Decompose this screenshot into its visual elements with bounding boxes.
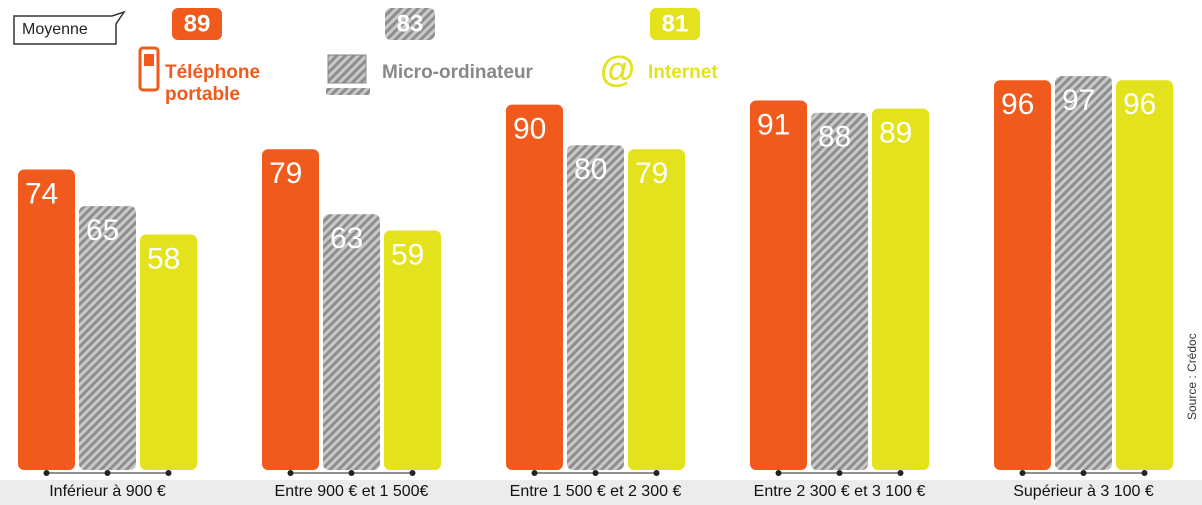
average-badge: [385, 8, 435, 40]
bar-value: 89: [879, 117, 912, 150]
bar: [262, 149, 319, 470]
computer-icon: [326, 54, 370, 95]
bar-value: 58: [147, 242, 180, 275]
bar-value: 96: [1123, 88, 1156, 121]
category-label: Entre 900 € et 1 500€: [275, 483, 429, 500]
bar-value: 97: [1062, 84, 1095, 117]
bar-value: 63: [330, 222, 363, 255]
phone-icon: [138, 46, 160, 92]
bar-value: 79: [635, 157, 668, 190]
bar: [79, 206, 136, 470]
bar-value: 90: [513, 113, 546, 146]
bar-value: 74: [25, 177, 58, 210]
legend-name: Micro-ordinateur: [382, 62, 533, 83]
average-label: Moyenne: [22, 21, 88, 38]
bar-value: 59: [391, 238, 424, 271]
category-label: Supérieur à 3 100 €: [1013, 483, 1154, 500]
bar: [140, 234, 197, 470]
average-value: 83: [397, 10, 424, 37]
average-badge: [172, 8, 222, 40]
bar: [750, 100, 807, 470]
bar-value: 91: [757, 108, 790, 141]
bar: [628, 149, 685, 470]
category-label: Inférieur à 900 €: [49, 483, 166, 500]
legend-name: Internet: [648, 62, 718, 83]
at-icon: @: [600, 49, 635, 90]
bar-value: 80: [574, 153, 607, 186]
bar-value: 65: [86, 214, 119, 247]
footer-band: [0, 480, 1202, 505]
source: Source : Crédoc: [1185, 333, 1199, 420]
bar-value: 79: [269, 157, 302, 190]
bar-value: 88: [818, 121, 851, 154]
bar-value: 96: [1001, 88, 1034, 121]
average-value: 89: [184, 10, 211, 37]
bar: [1116, 80, 1173, 471]
legend-name: Téléphone portable: [165, 62, 261, 105]
bar: [1055, 76, 1112, 471]
bar: [872, 108, 929, 470]
bar: [384, 230, 441, 470]
bar: [323, 214, 380, 470]
bar: [994, 80, 1051, 471]
bar: [18, 169, 75, 470]
bar: [567, 145, 624, 470]
average-badge: [650, 8, 700, 40]
average-box: [13, 10, 126, 45]
average-value: 81: [662, 10, 689, 37]
category-label: Entre 2 300 € et 3 100 €: [754, 483, 926, 500]
category-label: Entre 1 500 € et 2 300 €: [510, 483, 682, 500]
bar: [811, 112, 868, 470]
bar: [506, 104, 563, 470]
